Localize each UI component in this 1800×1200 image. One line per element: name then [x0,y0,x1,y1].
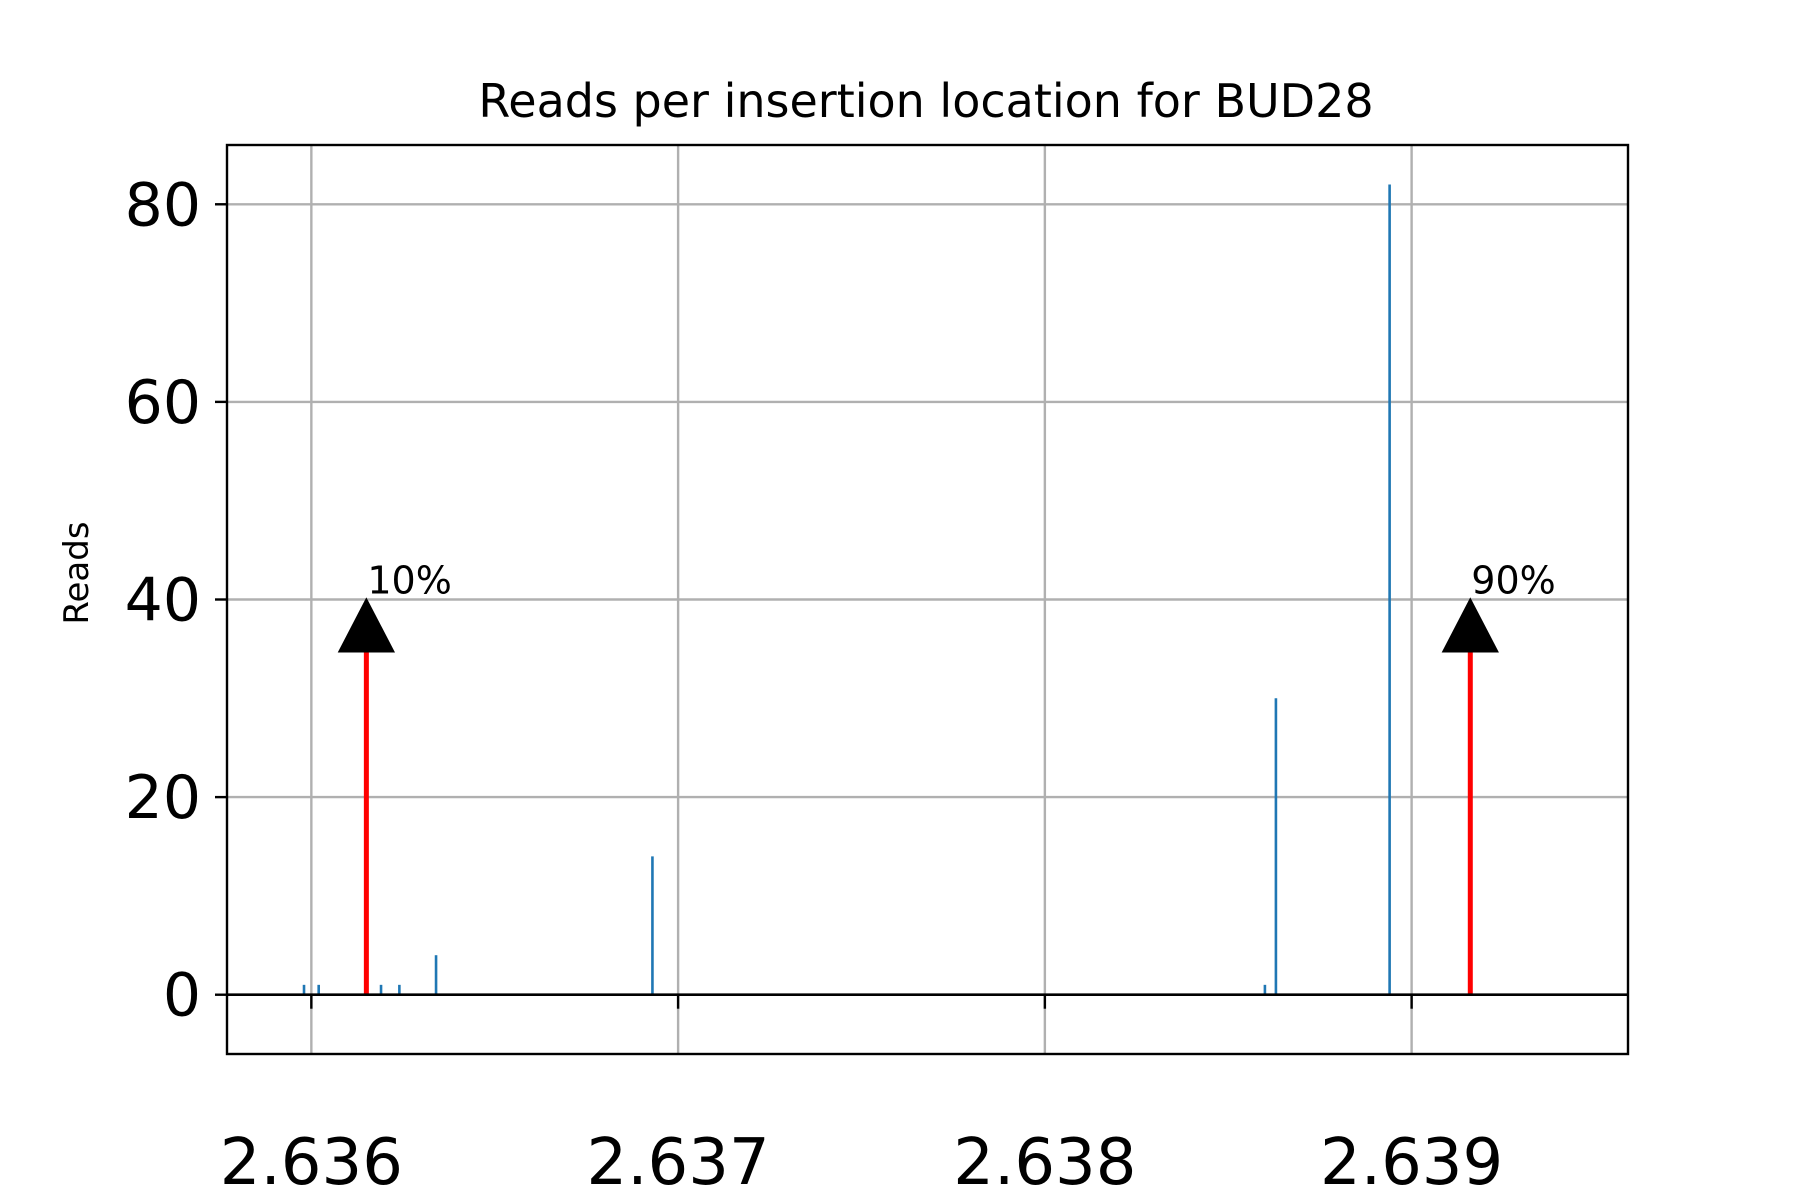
percentile-arrow-head [1441,597,1499,653]
percentile-label: 90% [1471,559,1555,603]
y-tick-label: 60 [125,368,201,438]
x-tick-label: 2.638 [953,1126,1136,1200]
bars [302,184,1391,995]
percentile-arrow-head [337,597,396,653]
x-tick-label: 2.636 [220,1126,403,1200]
annotations: 10% 90% [337,559,1556,995]
axes: 0 20 40 60 80 2.636 2.637 2.638 2.639 [125,143,1630,1200]
percentile-label: 10% [367,559,451,603]
y-tick-label: 0 [163,961,201,1031]
x-tick-label: 2.639 [1320,1126,1503,1200]
chart-title: Reads per insertion location for BUD28 [478,74,1373,128]
y-axis-label: Reads [57,521,97,624]
y-tick-label: 40 [125,566,201,636]
x-tick-label: 2.637 [586,1126,769,1200]
y-tick-label: 20 [125,763,201,833]
y-tick-label: 80 [125,170,201,240]
